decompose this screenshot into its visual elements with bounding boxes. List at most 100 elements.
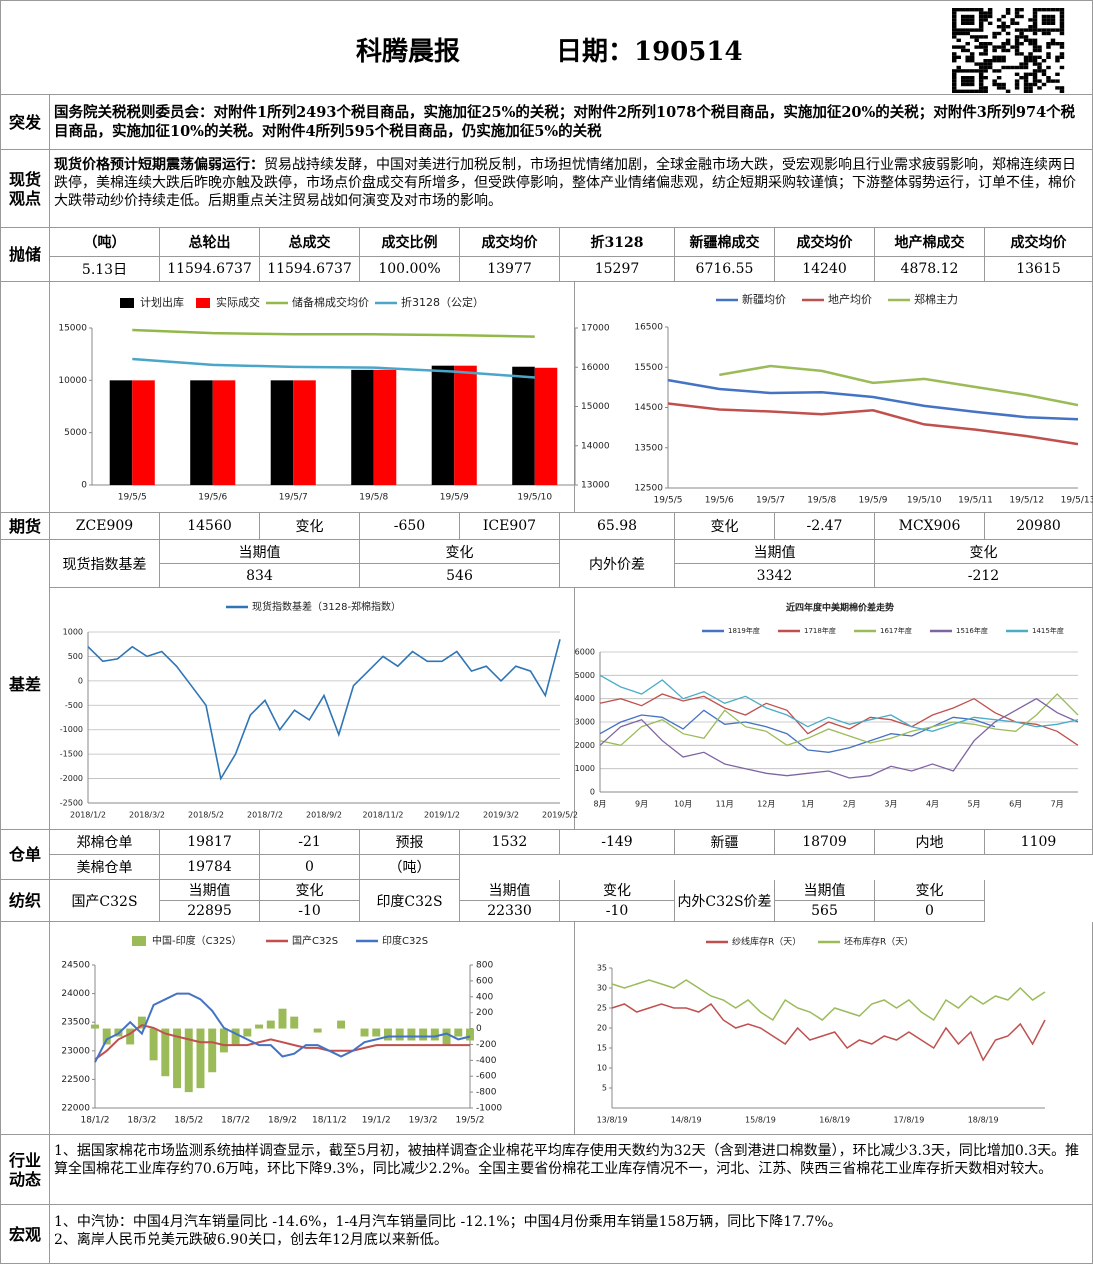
qr-module: [1050, 14, 1056, 19]
table-cell: 546: [360, 564, 560, 588]
qr-module: [952, 89, 957, 93]
qr-module: [1014, 38, 1020, 42]
qr-module: [969, 82, 975, 87]
table-cell: 0: [875, 901, 985, 922]
qr-module: [978, 35, 984, 39]
bar: [293, 380, 316, 485]
qr-module: [969, 76, 975, 80]
qr-module: [992, 31, 997, 36]
qr-module: [969, 21, 975, 25]
table-cell: ICE907: [460, 513, 560, 540]
legend-label: 印度C32S: [382, 934, 428, 947]
qr-module: [969, 69, 975, 73]
table-cell: 19784: [160, 855, 260, 880]
qr-module: [960, 14, 966, 19]
qr-module: [1037, 79, 1042, 83]
bar: [196, 1028, 205, 1089]
qr-module: [1050, 42, 1056, 46]
qr-module: [1014, 11, 1020, 15]
qr-module: [952, 14, 957, 19]
bar: [126, 1028, 135, 1045]
table-cell: 100.00%: [360, 257, 460, 282]
qr-module: [1059, 89, 1065, 93]
qr-module: [978, 82, 984, 87]
x-tick-label: 18/3/2: [127, 1116, 156, 1126]
chart-box: [50, 588, 575, 830]
y-tick-label: 14500: [634, 403, 663, 413]
bar: [109, 380, 133, 485]
qr-module: [1005, 8, 1011, 12]
bar: [383, 1028, 392, 1041]
qr-module: [952, 59, 957, 63]
table-cell: 现货指数基差: [50, 540, 160, 588]
line: [599, 693, 1079, 747]
qr-module: [983, 89, 988, 93]
qr-module: [1005, 38, 1011, 42]
qr-module: [1019, 31, 1024, 36]
qr-module: [1055, 42, 1060, 46]
legend-label: 新疆均价: [742, 292, 786, 306]
legend-label: 折3128（公定）: [401, 295, 484, 309]
bar: [407, 1028, 416, 1041]
table-cell: （吨）: [360, 855, 460, 880]
table-cell: -650: [360, 513, 460, 540]
qr-module: [1032, 79, 1038, 83]
x-tick-label: 2019/5/2: [542, 811, 578, 820]
line: [611, 979, 1046, 1022]
qr-module: [1023, 38, 1029, 42]
qr-module: [1037, 65, 1042, 70]
legend-label: 国产C32S: [292, 934, 338, 947]
qr-module: [978, 79, 984, 83]
y-tick-label: 22000: [61, 1104, 90, 1114]
qr-module: [952, 28, 957, 32]
qr-module: [987, 59, 993, 63]
y-tick-label: 3000: [575, 718, 595, 727]
qr-module: [1059, 28, 1065, 32]
cell: [0, 282, 50, 513]
qr-module: [952, 35, 957, 39]
qr-module: [1032, 42, 1038, 46]
qr-module: [1046, 28, 1051, 32]
qr-module: [1037, 48, 1042, 53]
qr-module: [1055, 55, 1060, 59]
qr-module: [1023, 86, 1029, 90]
y-tick-label: 500: [68, 652, 83, 661]
y-tick-label: 4000: [575, 694, 595, 703]
table-cell: 65.98: [560, 513, 675, 540]
qr-module: [1023, 35, 1029, 39]
qr-module: [965, 76, 970, 80]
qr-module: [1032, 8, 1038, 12]
qr-module: [956, 8, 961, 12]
section-label: 纺织: [0, 880, 50, 922]
table-cell: 14560: [160, 513, 260, 540]
qr-module: [952, 82, 957, 87]
bar: [351, 369, 374, 485]
qr-module: [1037, 86, 1042, 90]
qr-module: [960, 31, 966, 36]
qr-module: [1019, 8, 1024, 12]
table-cell: 新疆: [675, 830, 775, 855]
qr-module: [974, 62, 979, 66]
qr-module: [956, 31, 961, 36]
table-cell: 0: [260, 855, 360, 880]
qr-module: [1010, 45, 1015, 49]
chart-box: [50, 922, 575, 1135]
x-tick-label: 15/8/19: [745, 1116, 776, 1125]
qr-module: [1050, 79, 1056, 83]
y-tick-label: 23500: [61, 1018, 90, 1028]
qr-module: [1005, 42, 1011, 46]
table-cell: -2.47: [775, 513, 875, 540]
qr-module: [1001, 65, 1006, 70]
table-header: 当期值: [675, 540, 875, 564]
legend-swatch: [132, 936, 146, 946]
view-lead: 现货价格预计短期震荡偏弱运行：: [54, 157, 264, 173]
qr-module: [1019, 14, 1024, 19]
qr-module: [960, 82, 966, 87]
qr-module: [956, 38, 961, 42]
qr-module: [1050, 21, 1056, 25]
table-cell: 11594.6737: [160, 257, 260, 282]
qr-module: [1001, 48, 1006, 53]
cell: [0, 922, 50, 1135]
table-cell: 15297: [560, 257, 675, 282]
qr-module: [1028, 72, 1033, 76]
